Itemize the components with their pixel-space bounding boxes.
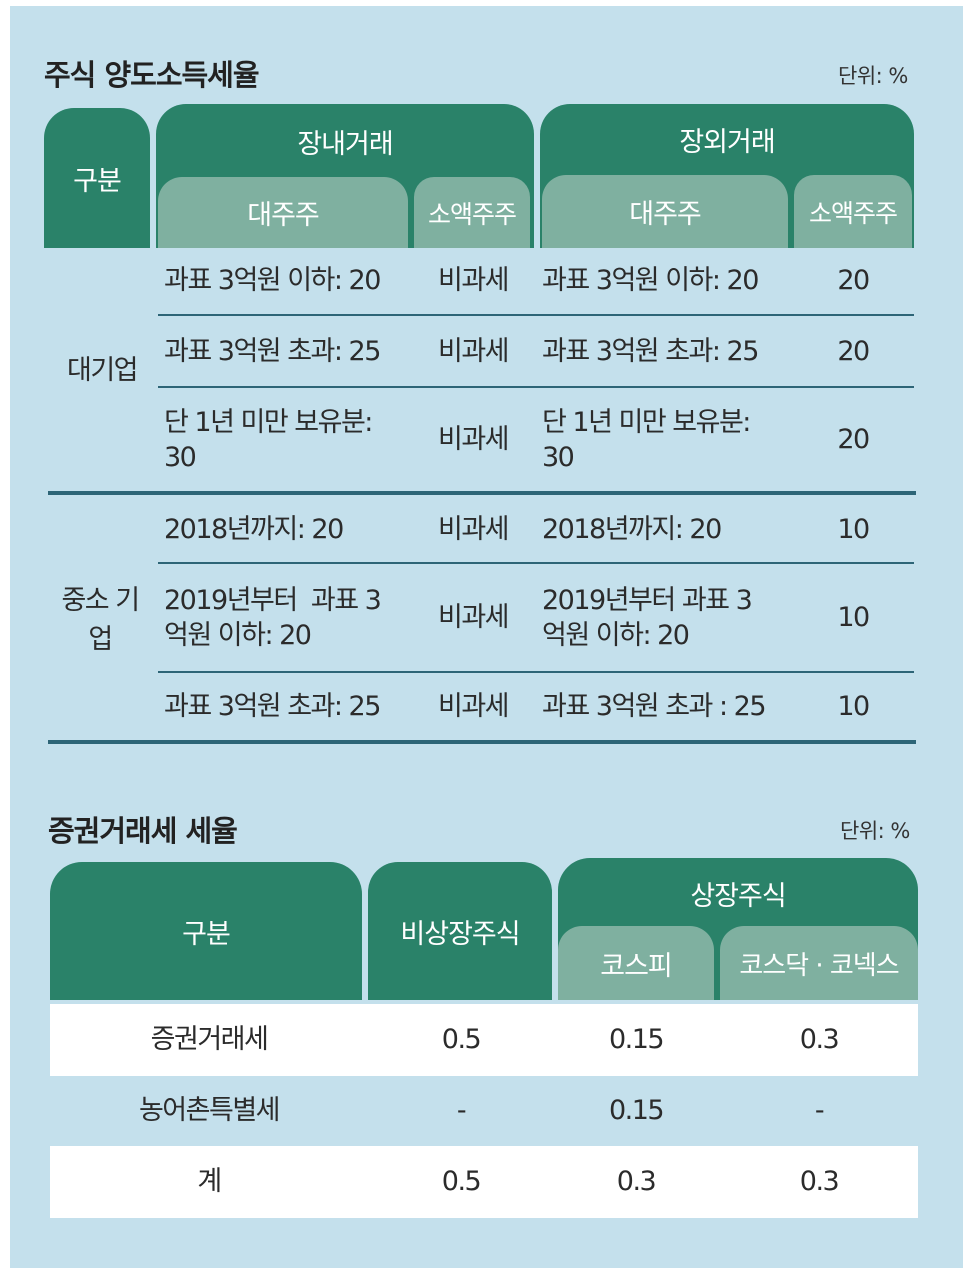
table2-cell: - <box>814 1095 825 1127</box>
row-divider <box>158 314 914 316</box>
table2-row-label: 농어촌특별세 <box>138 1095 281 1127</box>
table1-cell: 20 <box>837 424 870 456</box>
table1-cell: 10 <box>837 602 870 634</box>
table2-cell: 0.3 <box>616 1166 657 1198</box>
row-background <box>50 1146 918 1218</box>
table1-cell: 2019년부터 과표 3억원 이하: 20 <box>542 584 753 651</box>
table1-cell: 과표 3억원 이하: 20 <box>164 265 381 297</box>
table2-cell: 0.5 <box>441 1024 482 1056</box>
table1-cell: 과표 3억원 초과: 25 <box>542 336 759 368</box>
table1-cell: 비과세 <box>437 514 510 546</box>
table1-unit: 단위: % <box>838 64 908 88</box>
group-label-large-corp: 대기업 <box>66 355 139 387</box>
table1-cell: 단 1년 미만 보유분: 30 <box>542 406 751 473</box>
table2-row-label: 증권거래세 <box>150 1024 269 1056</box>
table1-cell: 2019년부터 과표 3억원 이하: 20 <box>164 584 382 651</box>
table2-cell: 0.15 <box>608 1095 665 1127</box>
group-label-sme: 중소 기업 <box>61 584 140 655</box>
table1-cell: 비과세 <box>437 424 510 456</box>
table1-cell: 비과세 <box>437 691 510 723</box>
row-divider <box>158 562 914 564</box>
table1-cell: 2018년까지: 20 <box>542 514 722 546</box>
table1-header-onmarket-minor: 소액주주 <box>414 177 530 248</box>
table2-cell: 0.15 <box>608 1024 665 1056</box>
table1-cell: 10 <box>837 691 870 723</box>
table1-cell: 비과세 <box>437 336 510 368</box>
row-divider <box>158 386 914 388</box>
table2-row-label: 계 <box>197 1166 222 1198</box>
table2-title: 증권거래세 세율 <box>48 814 238 848</box>
table1-cell: 비과세 <box>437 265 510 297</box>
table1-header-offmarket-major: 대주주 <box>542 175 788 248</box>
table1-header-offmarket-minor: 소액주주 <box>794 175 912 248</box>
table2-header-unlisted: 비상장주식 <box>368 862 552 1000</box>
table1-cell: 과표 3억원 초과: 25 <box>164 691 381 723</box>
table2-cell: 0.3 <box>799 1166 840 1198</box>
table1-cell: 20 <box>837 265 870 297</box>
table1-cell: 단 1년 미만 보유분: 30 <box>164 406 373 473</box>
table1-header-category: 구분 <box>44 108 150 248</box>
table2-unit: 단위: % <box>840 819 910 843</box>
table2-cell: 0.5 <box>441 1166 482 1198</box>
table1-cell: 과표 3억원 초과 : 25 <box>542 691 767 723</box>
row-divider <box>158 671 914 673</box>
row-background <box>50 1004 918 1076</box>
table2-header-kosdaq: 코스닥 · 코넥스 <box>720 926 918 1000</box>
table2-cell: - <box>456 1095 467 1127</box>
table2-cell: 0.3 <box>799 1024 840 1056</box>
table1-cell: 과표 3억원 초과: 25 <box>164 336 381 368</box>
table1-cell: 20 <box>837 336 870 368</box>
table1-cell: 2018년까지: 20 <box>164 514 344 546</box>
table1-cell: 과표 3억원 이하: 20 <box>542 265 759 297</box>
table2-header-kospi: 코스피 <box>558 926 714 1000</box>
table1-cell: 10 <box>837 514 870 546</box>
table1-header-onmarket-major: 대주주 <box>158 177 408 248</box>
table2-header-category: 구분 <box>50 862 362 1000</box>
group-divider <box>48 491 916 495</box>
table-bottom-line <box>48 740 916 744</box>
table1-cell: 비과세 <box>437 602 510 634</box>
table1-title: 주식 양도소득세율 <box>44 58 260 92</box>
